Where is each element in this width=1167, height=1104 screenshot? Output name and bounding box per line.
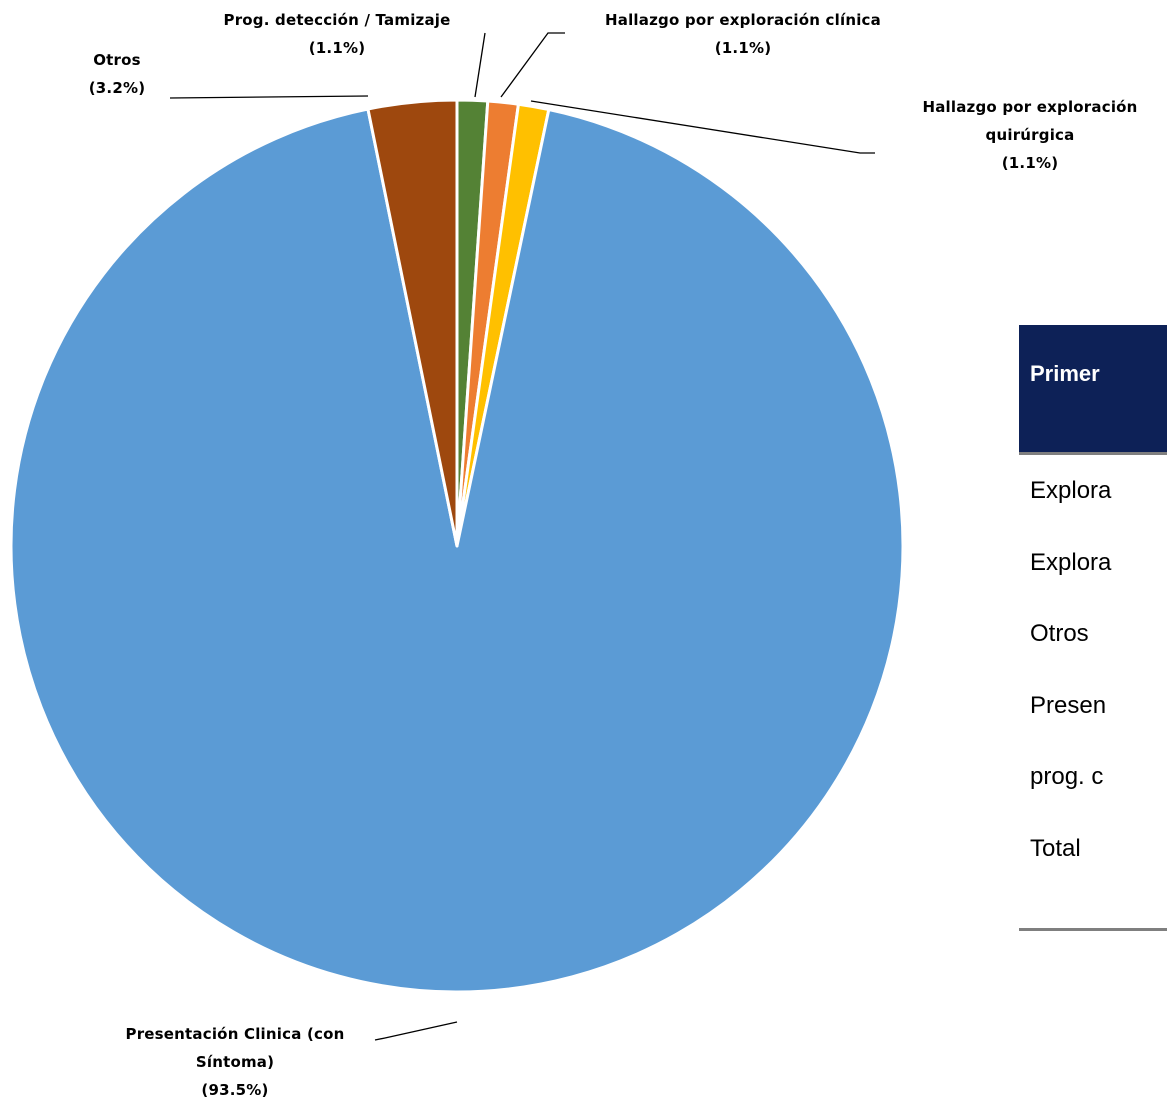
slice-value: (1.1%) (714, 39, 772, 57)
pie-slice (9, 107, 905, 994)
leader-line (500, 32, 565, 98)
pie-slice (366, 98, 459, 548)
slice-value: (3.2%) (88, 79, 146, 97)
table: Primer Explora Explora Otros Presen prog. c T… (1019, 325, 1167, 931)
leader-line (374, 1021, 458, 1041)
slice-value: (1.1%) (308, 39, 366, 57)
leader-line (474, 32, 486, 98)
slice-value: (93.5%) (201, 1081, 269, 1099)
slice-label: Prog. detección / Tamizaje (1.1%) (167, 6, 507, 62)
table-cell: Otros (1030, 620, 1089, 647)
slice-name: Prog. detección / Tamizaje (223, 11, 451, 29)
table-header: Primer (1019, 325, 1167, 455)
slice-name: Otros (93, 51, 141, 69)
slice-name: Presentación Clinica (con Síntoma) (125, 1025, 345, 1071)
slice-label: Otros (3.2%) (67, 46, 167, 102)
slice-label: Presentación Clinica (con Síntoma) (93.5%… (90, 1020, 380, 1104)
pie-chart (9, 32, 905, 1041)
slice-name: Hallazgo por exploración clínica (605, 11, 881, 29)
slice-label: Hallazgo por exploración clínica (1.1%) (563, 6, 923, 62)
table-cell: Total (1030, 834, 1081, 862)
table-cell: Explora (1030, 548, 1112, 576)
slice-name: Hallazgo por exploración quirúrgica (922, 98, 1138, 144)
table-rule (1019, 928, 1167, 931)
leader-line (530, 100, 875, 154)
table-cell: prog. c (1030, 763, 1104, 790)
table-body: Explora Explora Otros Presen prog. c Total (1019, 455, 1167, 884)
slice-label: Hallazgo por exploración quirúrgica (1.1%… (900, 93, 1160, 177)
slice-value: (1.1%) (1001, 154, 1059, 172)
leader-line (169, 95, 369, 99)
table-cell: Presen (1030, 691, 1107, 719)
table-cell: Explora (1030, 477, 1112, 504)
